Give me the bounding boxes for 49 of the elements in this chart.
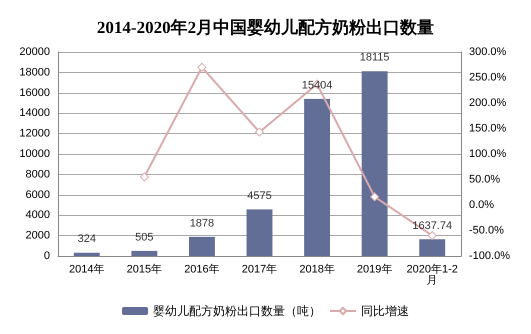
y-tick-label: 14000 — [19, 107, 50, 120]
y2-tick-label: 0.0% — [469, 199, 494, 211]
y2-tick-label: -100.0% — [469, 250, 510, 262]
y2-tick-label: -50.0% — [469, 224, 504, 236]
y2-tick-label: 150.0% — [469, 122, 507, 134]
data-label: 324 — [78, 233, 96, 246]
y2-tick-label: 100.0% — [469, 148, 507, 160]
point — [428, 231, 437, 240]
y-tick-label: 0 — [44, 250, 50, 262]
bar — [419, 239, 446, 256]
x-tick-label: 2017年 — [242, 264, 278, 276]
y-tick-label: 8000 — [26, 168, 50, 180]
y-tick-label: 18000 — [19, 66, 50, 78]
x-tick-label: 2015年 — [126, 264, 162, 276]
y-tick-label: 12000 — [19, 128, 50, 140]
data-label: 1878 — [190, 217, 214, 230]
y-tick-label: 4000 — [26, 209, 50, 222]
y2-tick-label: 250.0% — [469, 72, 507, 84]
x-tick-label: 2020年1-2月 — [406, 264, 458, 286]
chart-title: 2014-2020年2月中国婴幼儿配方奶粉出口数量 — [96, 18, 434, 37]
y-tick-label: 6000 — [26, 188, 50, 201]
y-tick-label: 10000 — [19, 148, 50, 160]
bar — [74, 252, 100, 256]
y2-tick-label: 200.0% — [469, 97, 507, 109]
y-tick-label: 2000 — [26, 230, 50, 242]
x-tick-label: 2018年 — [299, 264, 335, 276]
data-label: 15404 — [302, 79, 332, 92]
bar — [131, 250, 158, 256]
bar — [188, 236, 215, 256]
legend-label: 同比增速 — [361, 304, 409, 318]
y2-tick-label: 50.0% — [469, 174, 500, 186]
y-tick-label: 20000 — [19, 46, 50, 58]
bar — [362, 71, 388, 256]
point — [370, 192, 380, 202]
legend-label: 婴幼儿配方奶粉出口数量（吨） — [153, 304, 321, 318]
x-tick-label: 2019年 — [356, 264, 392, 276]
y2-tick-label: 300.0% — [469, 46, 507, 58]
x-tick-label: 2014年 — [69, 264, 105, 276]
point — [197, 62, 206, 72]
data-label: 1637.74 — [412, 220, 452, 232]
point — [140, 172, 149, 182]
point — [255, 128, 264, 137]
data-label: 4575 — [247, 190, 272, 202]
bar — [246, 209, 272, 256]
data-label: 505 — [135, 231, 154, 244]
y-tick-label: 16000 — [19, 86, 50, 99]
data-label: 18115 — [360, 52, 390, 64]
bar — [304, 98, 330, 256]
x-tick-label: 2016年 — [184, 264, 220, 276]
